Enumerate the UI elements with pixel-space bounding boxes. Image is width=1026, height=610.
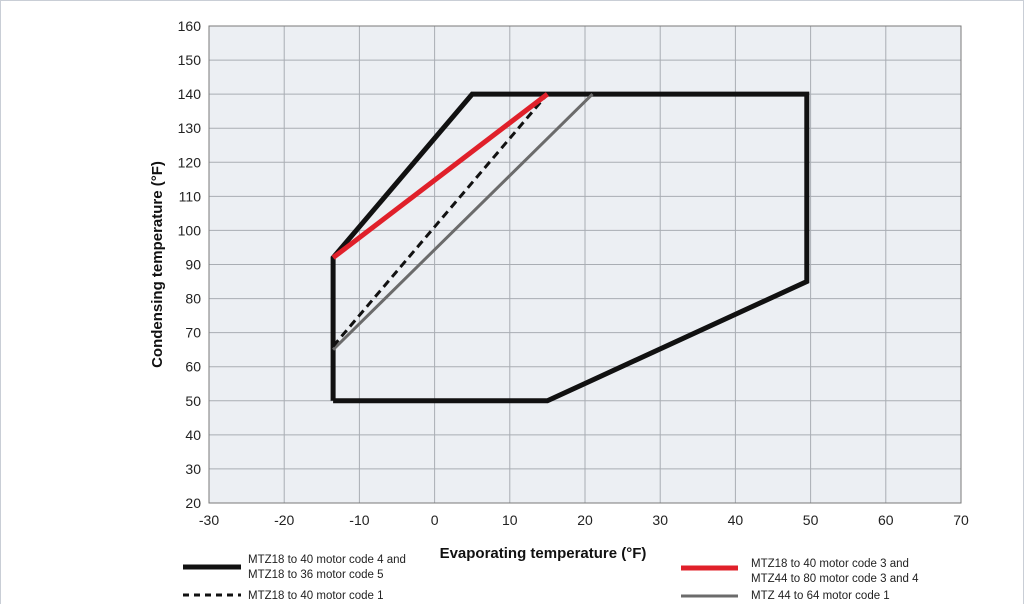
- y-tick-label: 100: [178, 222, 202, 238]
- series-group: [330, 91, 810, 404]
- series-line-4: [332, 93, 594, 351]
- y-axis-label: Condensing temperature (°F): [149, 161, 166, 368]
- legend-label-3: MTZ18 to 40 motor code 1: [248, 590, 384, 602]
- series-line-1: [330, 91, 810, 404]
- y-tick-label: 20: [185, 495, 201, 511]
- x-tick-label: 10: [502, 512, 518, 528]
- y-tick-label: 150: [178, 52, 202, 68]
- x-tick-label: 20: [577, 512, 593, 528]
- plot-border: [208, 25, 962, 504]
- legend-label-1: MTZ18 to 40 motor code 4 and: [248, 554, 406, 566]
- y-tick-label: 140: [178, 86, 202, 102]
- legend-label-1: MTZ18 to 36 motor code 5: [248, 569, 384, 581]
- legend-label-2: MTZ44 to 80 motor code 3 and 4: [751, 573, 919, 585]
- legend-label-2: MTZ18 to 40 motor code 3 and: [751, 558, 909, 570]
- legend-label-4: MTZ 44 to 64 motor code 1: [751, 590, 890, 602]
- x-tick-label: 70: [953, 512, 969, 528]
- x-tick-label: 30: [652, 512, 668, 528]
- x-tick-label: -20: [274, 512, 294, 528]
- y-tick-label: 70: [185, 325, 201, 341]
- series-line-2: [331, 92, 549, 260]
- x-tick-label: -10: [349, 512, 369, 528]
- y-tick-label: 80: [185, 291, 201, 307]
- x-tick-label: 50: [803, 512, 819, 528]
- series-line-3: [331, 93, 549, 348]
- y-tick-label: 40: [185, 427, 201, 443]
- legend: MTZ18 to 40 motor code 4 and MTZ18 to 36 …: [183, 554, 919, 602]
- y-tick-label: 30: [185, 461, 201, 477]
- tick-labels: -30 -20 -10 0 10 20 30 40 50 60 70 20 30 40 50 60 70 80 90…: [178, 18, 969, 528]
- y-tick-label: 130: [178, 120, 202, 136]
- y-tick-label: 160: [178, 18, 202, 34]
- y-tick-label: 60: [185, 359, 201, 375]
- y-tick-label: 110: [179, 188, 202, 204]
- y-tick-label: 90: [185, 257, 201, 273]
- y-tick-label: 120: [178, 154, 202, 170]
- x-tick-label: -30: [199, 512, 219, 528]
- x-axis-label: Evaporating temperature (°F): [440, 545, 647, 562]
- x-tick-label: 60: [878, 512, 894, 528]
- x-tick-label: 0: [431, 512, 439, 528]
- x-tick-label: 40: [728, 512, 744, 528]
- y-tick-label: 50: [185, 393, 201, 409]
